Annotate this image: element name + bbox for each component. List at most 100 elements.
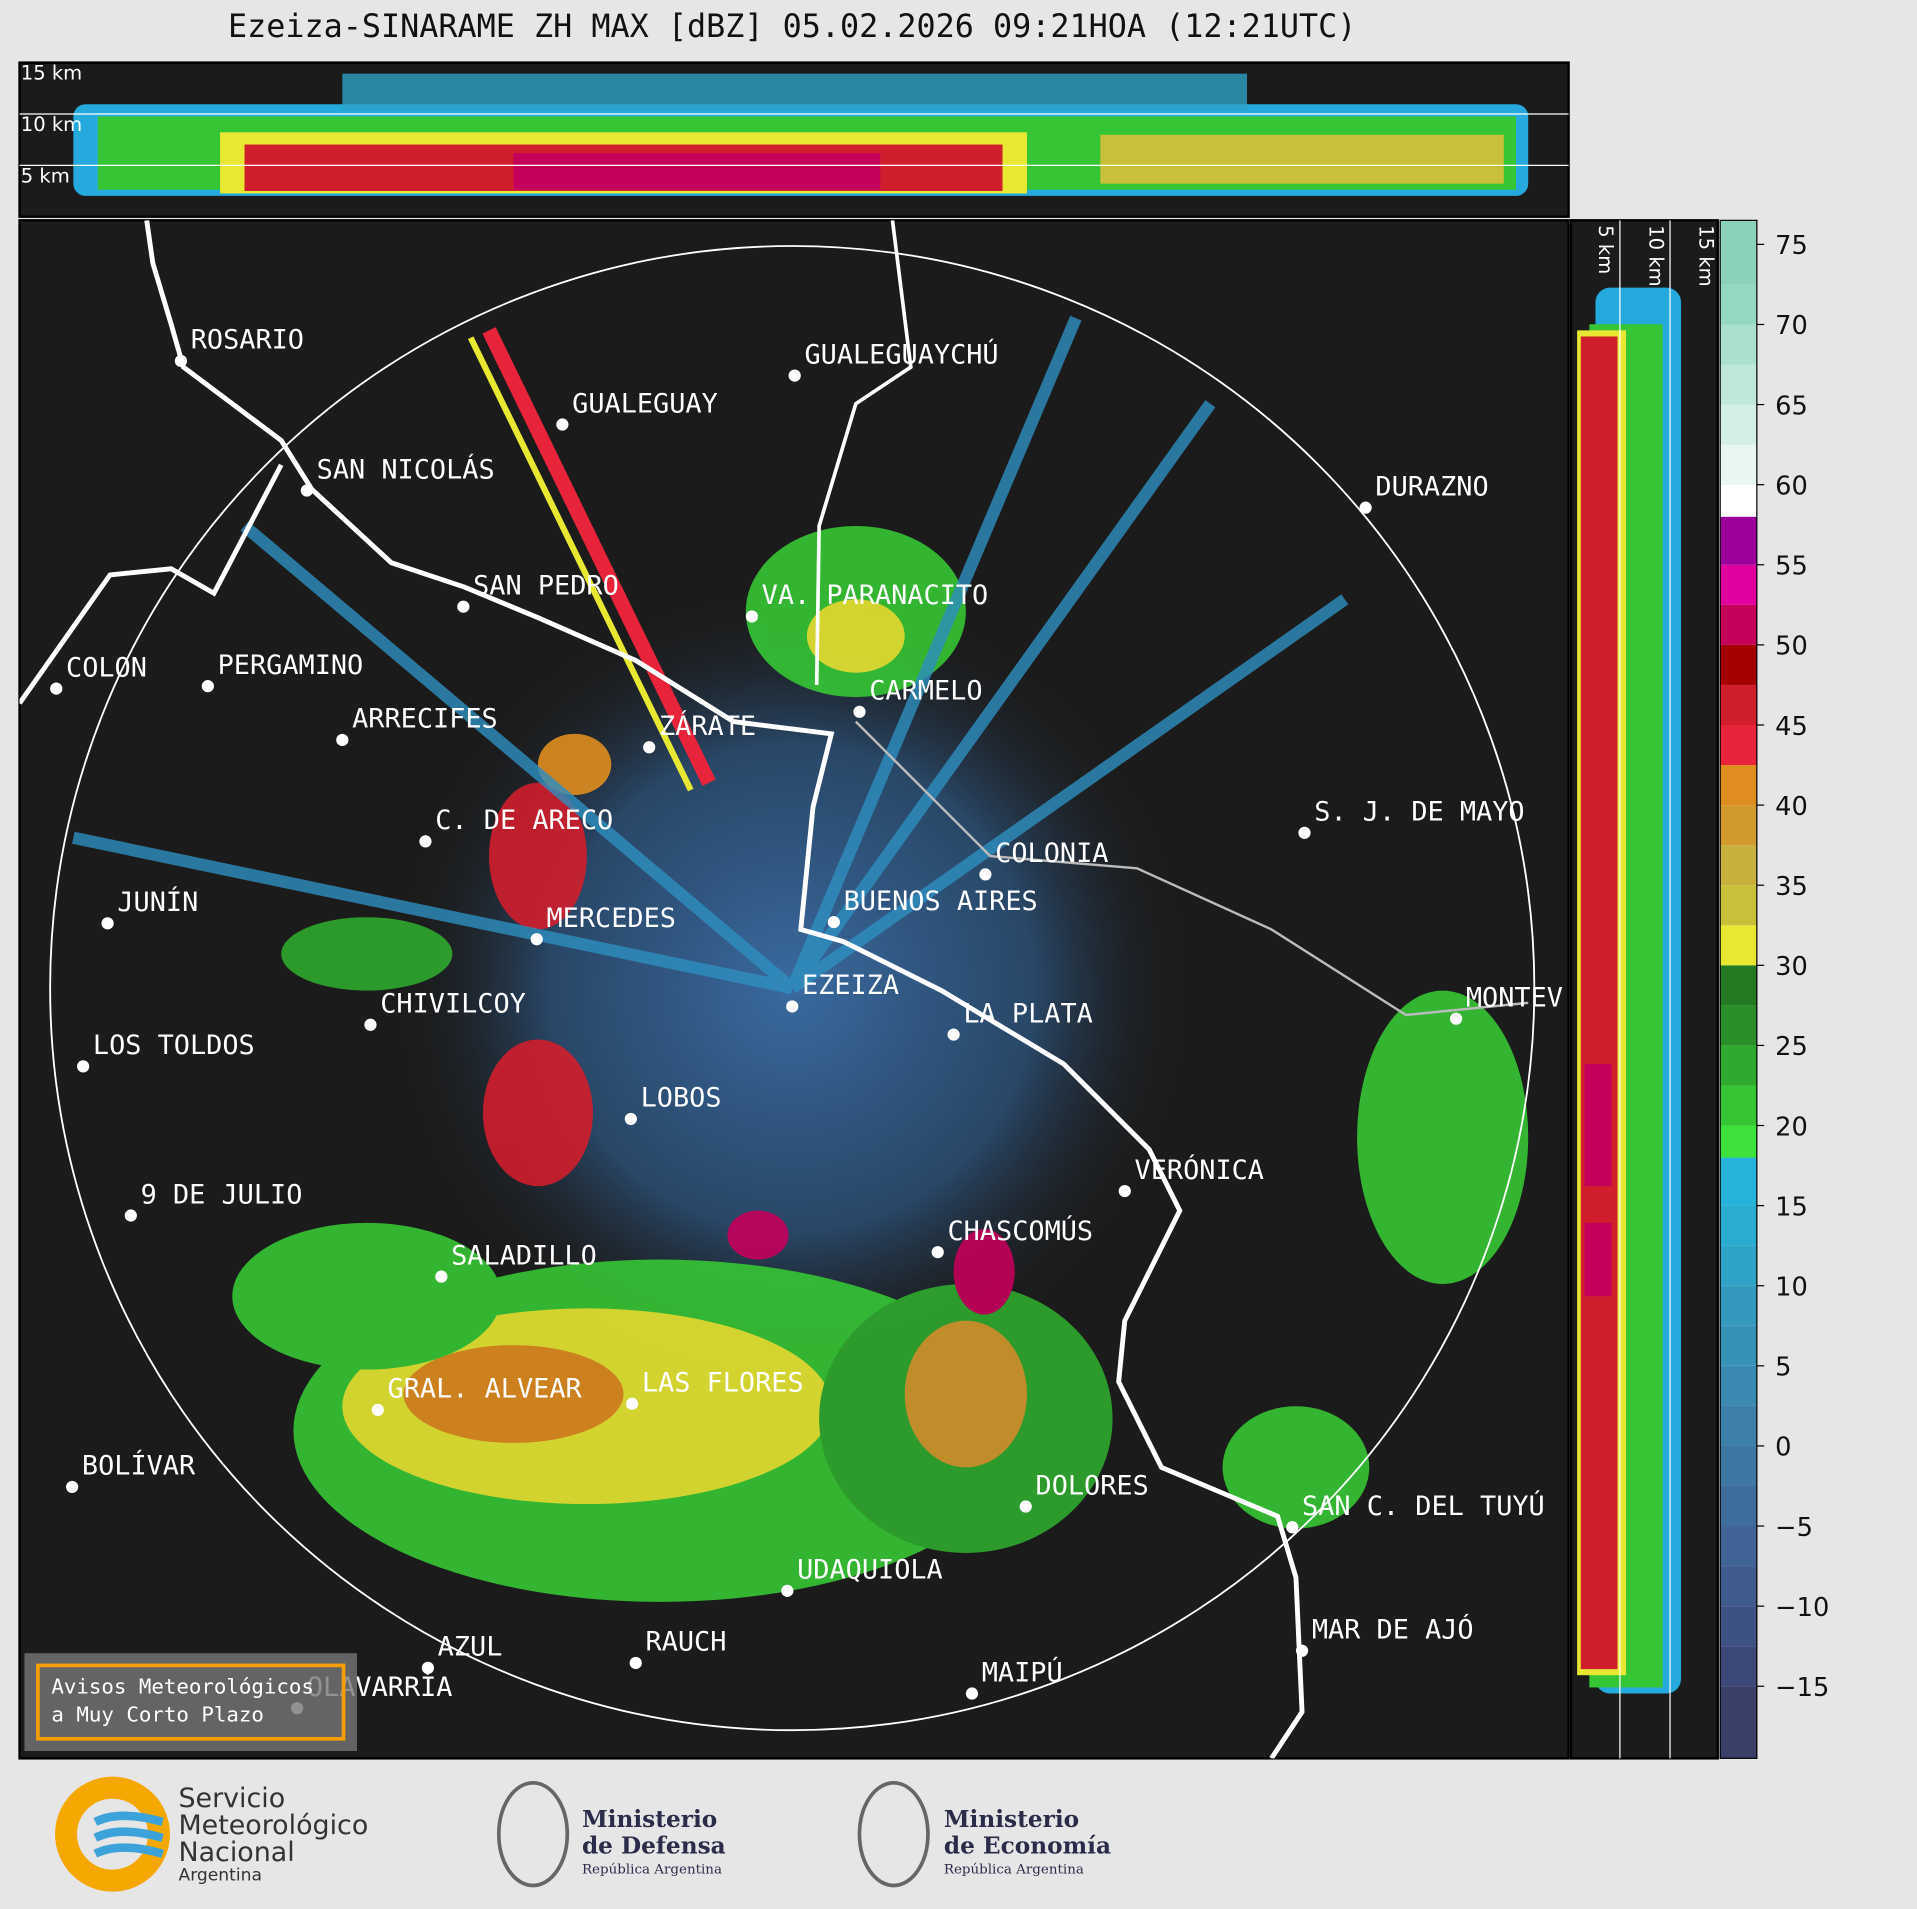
tick-label: −5 <box>1775 1513 1813 1543</box>
city-marker <box>457 600 470 613</box>
city-marker <box>1359 501 1372 514</box>
logo-text: República Argentina <box>944 1862 1084 1877</box>
city-label: EZEIZA <box>802 970 899 1001</box>
tick-label: 15 <box>1775 1192 1808 1222</box>
city-label: CARMELO <box>869 676 982 707</box>
color-band <box>1720 1045 1757 1086</box>
color-band <box>1720 1325 1757 1366</box>
city-label: SAN PEDRO <box>473 570 619 601</box>
city-marker <box>300 484 313 497</box>
tick-label: 50 <box>1775 632 1808 662</box>
city-marker <box>124 1209 137 1222</box>
tick-label: 45 <box>1775 712 1808 742</box>
height-label: 15 km <box>21 62 82 85</box>
height-label: 10 km <box>21 113 82 136</box>
city-marker <box>788 369 801 382</box>
city-marker <box>979 868 992 881</box>
height-label: 5 km <box>21 164 70 187</box>
city-label: LA PLATA <box>963 998 1092 1029</box>
height-label: 10 km <box>1644 225 1667 286</box>
color-band <box>1720 805 1757 846</box>
city-marker <box>336 733 349 747</box>
warning-line[interactable]: a Muy Corto Plazo <box>51 1703 264 1727</box>
city-marker <box>530 933 543 946</box>
city-label: CHIVILCOY <box>380 989 526 1020</box>
color-band <box>1720 644 1757 685</box>
tick-label: 10 <box>1775 1273 1808 1303</box>
city-marker <box>931 1246 944 1259</box>
city-marker <box>364 1018 377 1031</box>
logo-text: de Economía <box>944 1833 1111 1860</box>
city-label: LOBOS <box>641 1083 722 1114</box>
city-marker <box>77 1060 90 1073</box>
city-label: GUALEGUAY <box>572 388 718 419</box>
color-band <box>1720 845 1757 886</box>
city-label: 9 DE JULIO <box>141 1179 303 1210</box>
city-label: COLONIA <box>995 838 1108 869</box>
city-marker <box>435 1270 448 1283</box>
height-label: 5 km <box>1594 225 1617 274</box>
city-label: GRAL. ALVEAR <box>388 1374 583 1405</box>
city-marker <box>201 680 214 693</box>
color-band <box>1720 1606 1757 1647</box>
city-label: BUENOS AIRES <box>844 886 1038 917</box>
city-label: ARRECIFES <box>352 704 498 735</box>
city-label: AZUL <box>438 1632 503 1663</box>
color-band <box>1720 765 1757 806</box>
city-label: SALADILLO <box>451 1240 597 1271</box>
city-marker <box>1449 1012 1463 1025</box>
color-band <box>1720 364 1757 405</box>
logo-text: Argentina <box>178 1866 261 1886</box>
color-band <box>1720 220 1757 285</box>
logo-text: Ministerio <box>582 1806 717 1833</box>
logo-text: Meteorológico <box>178 1810 368 1841</box>
city-label: SAN NICOLÁS <box>317 453 495 485</box>
city-label: JUNÍN <box>117 886 198 918</box>
warning-line[interactable]: Avisos Meteorológicos <box>51 1675 314 1699</box>
color-band <box>1720 1686 1757 1759</box>
city-label: MERCEDES <box>546 903 675 934</box>
city-label: MAIPÚ <box>982 1656 1063 1688</box>
height-label: 15 km <box>1694 225 1717 286</box>
tick-label: 0 <box>1775 1433 1791 1463</box>
tick-label: 75 <box>1775 231 1808 261</box>
color-band <box>1720 1445 1757 1486</box>
color-band <box>1720 444 1757 485</box>
city-marker <box>781 1584 794 1597</box>
color-band <box>1720 1485 1757 1527</box>
color-band <box>1720 965 1757 1006</box>
logo-text: República Argentina <box>582 1862 722 1877</box>
city-marker <box>965 1687 979 1700</box>
color-band <box>1720 484 1757 517</box>
warning-box[interactable]: Avisos Meteorológicos a Muy Corto Plazo <box>24 1653 357 1752</box>
city-label: RAUCH <box>646 1627 727 1658</box>
city-marker <box>419 835 432 848</box>
city-label: S. J. DE MAYO <box>1314 797 1524 828</box>
city-marker <box>421 1661 435 1674</box>
radar-map <box>18 219 1570 1760</box>
city-marker <box>174 354 188 368</box>
color-band <box>1720 1005 1757 1046</box>
tick-label: −15 <box>1775 1673 1829 1703</box>
tick-label: 40 <box>1775 792 1808 822</box>
color-band <box>1720 516 1757 565</box>
title: Ezeiza-SINARAME ZH MAX [dBZ] 05.02.2026 … <box>228 9 1356 45</box>
city-marker <box>66 1480 79 1494</box>
tick-label: 30 <box>1775 952 1808 982</box>
tick-label: 25 <box>1775 1032 1808 1062</box>
color-band <box>1720 1405 1757 1446</box>
city-label: VERÓNICA <box>1135 1154 1264 1186</box>
city-label: SAN C. DEL TUYÚ <box>1302 1490 1545 1522</box>
city-marker <box>1286 1521 1299 1534</box>
city-marker <box>625 1397 639 1410</box>
color-band <box>1720 284 1757 325</box>
color-band <box>1720 404 1757 445</box>
color-band <box>1720 684 1757 725</box>
city-label: PERGAMINO <box>218 650 364 681</box>
color-band <box>1720 1365 1757 1406</box>
color-band <box>1720 1085 1757 1126</box>
logo-text: Nacional <box>178 1837 294 1868</box>
color-band <box>1720 925 1757 966</box>
city-marker <box>1295 1644 1309 1657</box>
